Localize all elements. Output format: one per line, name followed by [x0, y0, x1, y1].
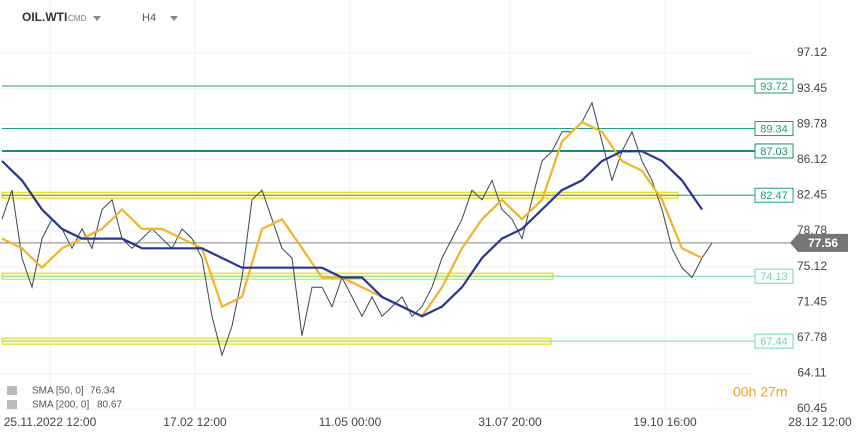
legend-icon[interactable]: [7, 400, 17, 409]
level-tag: [754, 333, 794, 349]
legend-value: 80.67: [97, 400, 122, 411]
x-tick-label: 25.11.2022 12:00: [4, 415, 97, 429]
series-line: [1, 150, 703, 318]
legend-name: SMA [200, 0]: [32, 400, 89, 411]
y-tick-label: 71.45: [797, 294, 827, 308]
level-label: 87.03: [760, 146, 788, 158]
timer: 00h 27m: [733, 384, 787, 400]
series-line: [1, 120, 703, 318]
y-tick-label: 82.45: [797, 188, 827, 202]
y-tick-label: 64.11: [797, 366, 826, 380]
symbol-dropdown[interactable]: [93, 16, 101, 21]
interval-dropdown[interactable]: [170, 16, 178, 21]
y-tick-label: 78.78: [797, 223, 827, 237]
x-tick-label: 31.07 20:00: [478, 415, 542, 429]
y-tick-label: 97.12: [797, 45, 827, 59]
legend-icon[interactable]: [7, 386, 17, 395]
x-tick-label: 19.10 16:00: [633, 415, 697, 429]
level-tag: [754, 143, 794, 159]
market: CMD: [68, 14, 86, 23]
y-tick-label: 60.45: [797, 401, 827, 415]
legend-value: 76.34: [90, 386, 115, 397]
level-label: 89.34: [760, 123, 788, 135]
last-price-tag: [790, 233, 848, 252]
x-tick-label: 28.12 12:00: [788, 415, 852, 429]
level-label: 67.44: [760, 336, 788, 348]
y-tick-label: 93.45: [797, 81, 827, 95]
last-price-label: 77.56: [808, 236, 838, 250]
series-line: [1, 101, 713, 357]
level-tag: [754, 268, 794, 284]
level-label: 93.72: [760, 81, 788, 93]
y-tick-label: 86.12: [797, 152, 827, 166]
interval[interactable]: H4: [142, 12, 156, 24]
level-tag: [754, 187, 794, 203]
x-tick-label: 11.05 00:00: [319, 415, 382, 429]
x-tick-label: 17.02 12:00: [163, 415, 227, 429]
legend-name: SMA [50, 0]: [32, 386, 84, 397]
level-tag: [754, 121, 794, 137]
symbol[interactable]: OIL.WTI: [22, 10, 67, 24]
y-tick-label: 67.78: [797, 330, 827, 344]
level-tag: [754, 78, 794, 94]
level-label: 82.47: [760, 190, 788, 202]
y-tick-label: 75.12: [797, 259, 827, 273]
y-tick-label: 89.78: [797, 116, 827, 130]
level-label: 74.13: [760, 271, 788, 283]
plot-background: [0, 0, 821, 412]
